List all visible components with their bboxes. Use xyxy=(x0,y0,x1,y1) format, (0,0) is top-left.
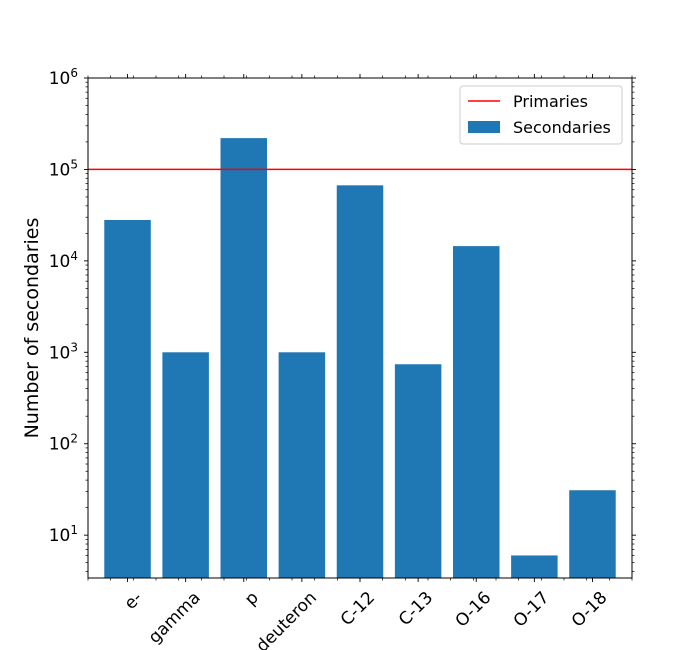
bars-group xyxy=(104,138,616,579)
bar-O-16 xyxy=(452,246,500,578)
y-tick-label: 105 xyxy=(49,157,78,180)
bar-C-12 xyxy=(336,185,384,579)
y-axis-ticks: 101 102 103 104 105 106 xyxy=(49,66,636,572)
bar-gamma xyxy=(162,352,209,578)
y-tick-label: 104 xyxy=(49,249,78,272)
y-tick-label: 103 xyxy=(49,340,78,363)
y-tick-label: 101 xyxy=(49,523,78,546)
y-axis-label: Number of secondaries xyxy=(21,218,43,439)
legend-box xyxy=(459,85,623,145)
bar-p xyxy=(220,138,268,578)
bar-O-17 xyxy=(511,555,558,578)
legend-label: Primaries xyxy=(513,92,588,111)
legend-patch-swatch xyxy=(468,121,500,133)
legend-label: Secondaries xyxy=(513,118,611,137)
bar-deuteron xyxy=(278,352,326,578)
bar-e- xyxy=(104,219,151,578)
y-tick-label: 102 xyxy=(49,432,78,455)
bar-C-13 xyxy=(394,364,442,578)
legend: Primaries Secondaries xyxy=(459,85,623,145)
y-tick-label: 106 xyxy=(49,66,78,89)
bar-O-18 xyxy=(569,490,616,578)
